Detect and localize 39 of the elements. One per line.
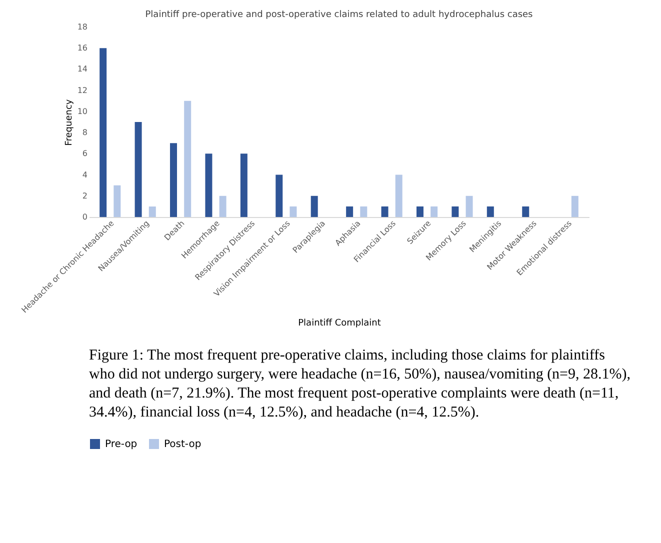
- bar: [466, 196, 473, 217]
- x-axis-title: Plaintiff Complaint: [298, 318, 382, 329]
- bar: [310, 196, 318, 217]
- bar: [170, 143, 178, 217]
- y-tick-label: 4: [82, 170, 88, 180]
- bar: [148, 206, 156, 217]
- y-tick-label: 2: [82, 191, 88, 200]
- bar: [276, 174, 283, 217]
- bar: [134, 122, 142, 217]
- bar: [219, 196, 226, 217]
- y-tick-label: 18: [77, 22, 88, 32]
- y-tick-label: 8: [82, 128, 88, 138]
- legend-label: Post-op: [164, 439, 202, 450]
- y-tick-label: 0: [82, 212, 88, 222]
- bar: [416, 206, 424, 217]
- bar: [571, 196, 578, 217]
- bar: [290, 206, 297, 217]
- y-tick-label: 10: [77, 106, 88, 116]
- bar: [205, 154, 212, 217]
- y-tick-label: 6: [82, 149, 88, 158]
- bar: [360, 206, 368, 217]
- y-tick-label: 12: [77, 86, 88, 95]
- bar: [240, 154, 248, 217]
- bar: [184, 100, 192, 217]
- legend-label: Pre-op: [105, 439, 138, 450]
- y-tick-label: 14: [77, 64, 88, 74]
- chart-title: Plaintiff pre-operative and post-operative claims related to adult hydrocephalus cases: [145, 10, 534, 20]
- caption: Figure 1: The most frequent pre-operative claims, including those claims for plaintiffs who did not undergo surgery, were headache (n=16, 50%), nausea/vomiting (n=9, 28.1%), and death (n=7, 21.9%). The most frequent post-operative complaints were death (n=11, 34.4%), financial loss (n=4, 12.5%), and headache (n=4, 12.5%).: [89, 348, 631, 420]
- bar: [522, 206, 530, 217]
- bar: [430, 206, 438, 217]
- bar: [452, 206, 459, 217]
- bar: [486, 206, 494, 217]
- bar: [114, 185, 121, 217]
- bar: [395, 174, 402, 217]
- bar: [381, 206, 388, 217]
- bar: [346, 206, 354, 217]
- y-tick-label: 16: [77, 44, 88, 53]
- y-axis-title: Frequency: [64, 98, 74, 146]
- bar: [100, 48, 107, 217]
